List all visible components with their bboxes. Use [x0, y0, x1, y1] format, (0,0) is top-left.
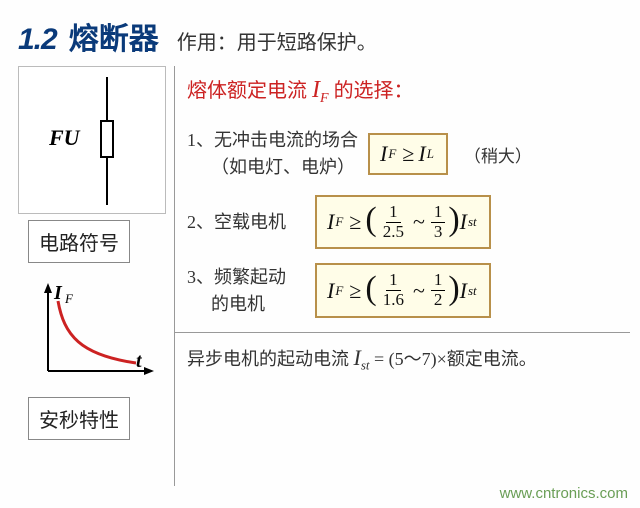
rule-3-line1: 频繁起动	[214, 267, 286, 287]
rule-3: 3、频繁起动 的电机 IF ≥ ( 11.6 ~ 12 ) Ist	[187, 263, 630, 317]
footer-sub: st	[361, 357, 370, 372]
rule-1-num: 1、	[187, 130, 214, 150]
section-title: 熔断器	[69, 14, 159, 58]
subheader-pre: 熔体额定电流	[187, 80, 307, 102]
subheader-var: I	[312, 77, 320, 103]
selection-header: 熔体额定电流 IF 的选择：	[179, 70, 630, 119]
fuse-symbol: FU	[19, 67, 167, 215]
circuit-symbol-box: FU	[18, 66, 166, 214]
rule-1-line1: 无冲击电流的场合	[214, 130, 358, 150]
left-column: FU 电路符号 I F t 安秒特性	[18, 66, 166, 486]
rule-2: 2、空载电机 IF ≥ ( 12.5 ~ 13 ) Ist	[187, 195, 630, 249]
footer-post: = (5～7)×额定电流。	[374, 349, 537, 369]
rule-3-line2: 的电机	[211, 294, 265, 314]
rule-1-label: 1、无冲击电流的场合 （如电灯、电炉）	[187, 127, 358, 181]
chart-caption: 安秒特性	[28, 397, 130, 440]
footer-note: 异步电机的起动电流 Ist = (5～7)×额定电流。	[179, 341, 630, 374]
rule-1-line2: （如电灯、电炉）	[211, 157, 355, 177]
right-column: 熔体额定电流 IF 的选择： 1、无冲击电流的场合 （如电灯、电炉） IF ≥ …	[174, 66, 630, 486]
curve-svg: I F t	[18, 273, 166, 391]
svg-text:t: t	[136, 350, 143, 372]
rule-2-num: 2、	[187, 212, 214, 232]
formula-3: IF ≥ ( 11.6 ~ 12 ) Ist	[315, 263, 491, 317]
fuse-label: FU	[48, 125, 81, 150]
rule-2-line1: 空载电机	[214, 212, 286, 232]
footer-pre: 异步电机的起动电流	[187, 349, 349, 369]
rule-1: 1、无冲击电流的场合 （如电灯、电炉） IF ≥ IL （稍大）	[187, 127, 630, 181]
subheader-sub: F	[320, 91, 329, 106]
formula-2: IF ≥ ( 12.5 ~ 13 ) Ist	[315, 195, 491, 249]
watermark: www.cntronics.com	[500, 485, 628, 502]
formula-1: IF ≥ IL	[368, 133, 448, 175]
svg-text:I: I	[53, 282, 63, 304]
rule-3-num: 3、	[187, 267, 214, 287]
svg-text:F: F	[64, 291, 74, 306]
section-number: 1.2	[18, 23, 57, 57]
characteristic-chart: I F t	[18, 273, 166, 391]
symbol-caption: 电路符号	[28, 220, 130, 263]
subheader-post: 的选择：	[334, 80, 414, 102]
rule-3-label: 3、频繁起动 的电机	[187, 264, 305, 318]
divider	[175, 332, 630, 333]
section-header: 1.2 熔断器 作用：用于短路保护。	[18, 14, 630, 58]
rule-2-label: 2、空载电机	[187, 209, 305, 236]
footer-var: I	[354, 345, 361, 370]
rule-1-note: （稍大）	[464, 142, 532, 167]
section-subtitle: 作用：用于短路保护。	[177, 26, 377, 55]
